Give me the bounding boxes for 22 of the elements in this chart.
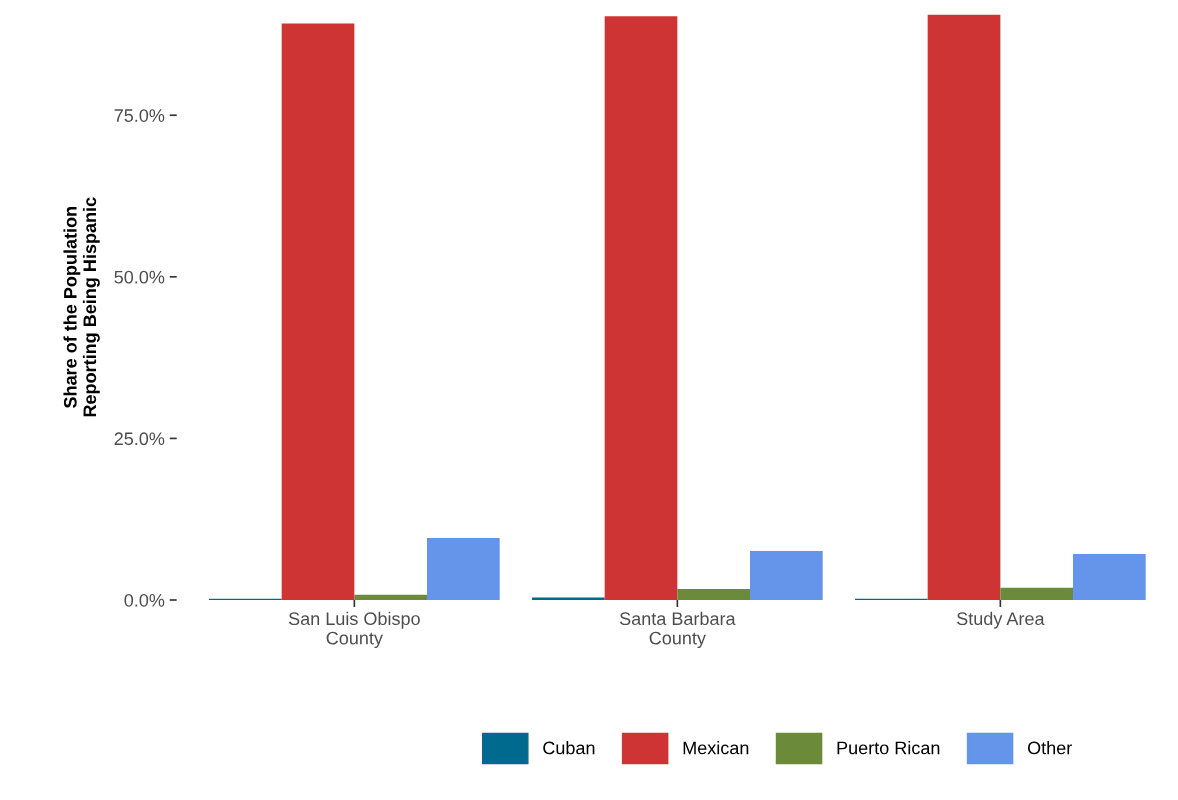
- bar: [927, 14, 1001, 600]
- legend-label: Other: [1027, 741, 1072, 755]
- bar: [1000, 587, 1074, 600]
- legend-label: Cuban: [543, 741, 595, 755]
- bar: [532, 597, 605, 600]
- bar: [1073, 554, 1146, 600]
- legend-label: Puerto Rican: [837, 741, 940, 755]
- x-tick-label: Santa Barbara County: [619, 611, 736, 649]
- y-axis-title: Share of the Population Reporting Being Hispanic: [63, 197, 100, 417]
- y-tick-label: 25.0%: [114, 432, 165, 446]
- y-tick-label: 50.0%: [114, 270, 165, 284]
- y-tick-label: 0.0%: [124, 593, 165, 607]
- bar: [354, 594, 428, 600]
- legend-label: Mexican: [683, 741, 749, 755]
- bar: [677, 589, 751, 600]
- x-tick-label: San Luis Obispo County: [288, 611, 420, 649]
- y-tick-label: 75.0%: [114, 109, 165, 122]
- bar: [281, 23, 355, 600]
- x-tick-label: Study Area: [957, 611, 1045, 629]
- bar: [427, 537, 500, 600]
- bar: [750, 550, 823, 600]
- bar: [604, 16, 678, 600]
